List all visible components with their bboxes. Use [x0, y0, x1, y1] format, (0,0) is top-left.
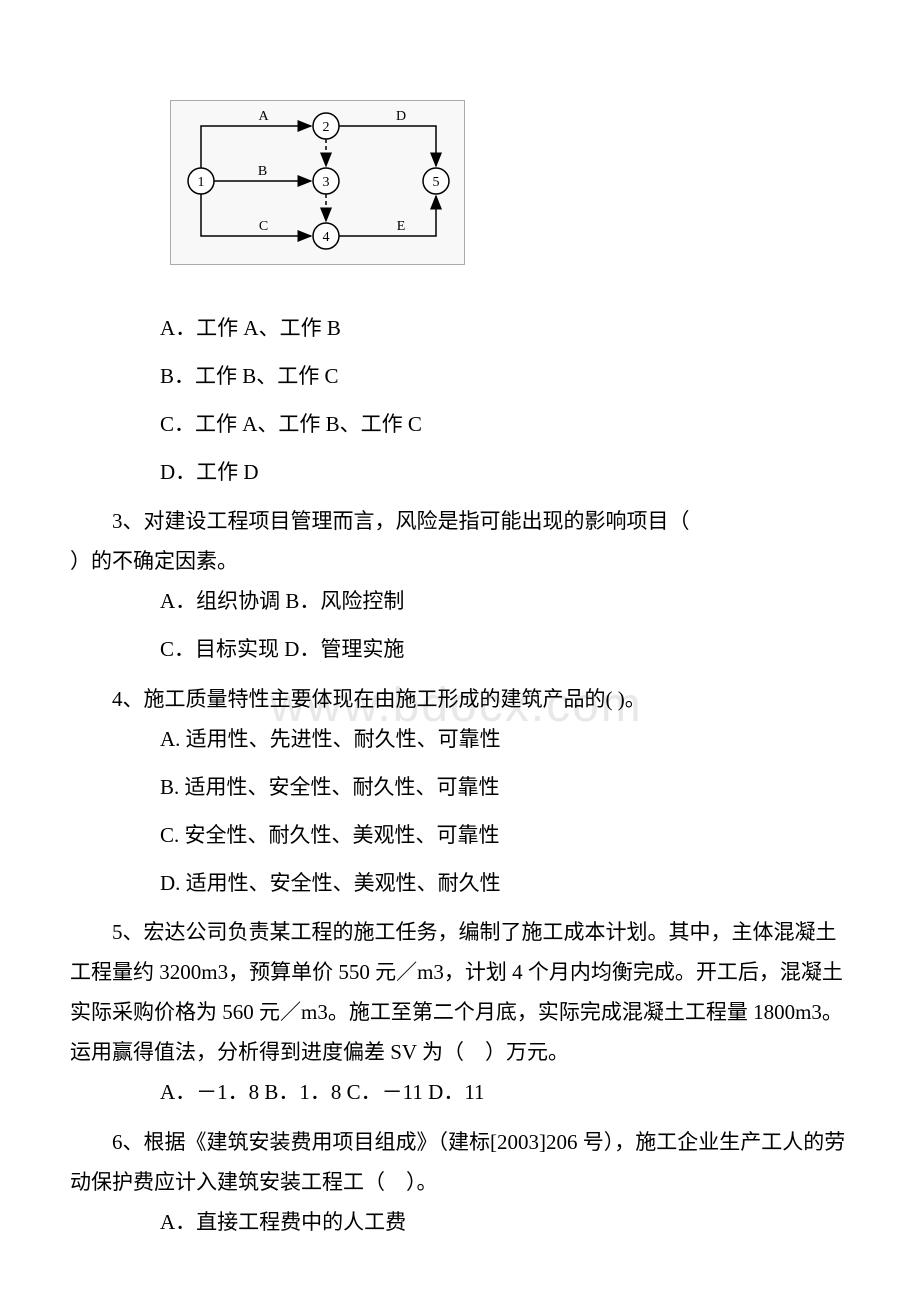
svg-text:5: 5	[433, 175, 440, 190]
svg-text:A: A	[258, 109, 269, 124]
q2-option-c: C．工作 A、工作 B、工作 C	[160, 405, 850, 445]
svg-text:1: 1	[198, 175, 205, 190]
q4-text: 4、施工质量特性主要体现在由施工形成的建筑产品的( )。	[70, 680, 850, 720]
svg-text:4: 4	[323, 230, 330, 245]
q2-option-a: A．工作 A、工作 B	[160, 309, 850, 349]
q6-option-a: A．直接工程费中的人工费	[160, 1203, 850, 1243]
svg-text:D: D	[396, 109, 406, 124]
q5-text: 5、宏达公司负责某工程的施工任务，编制了施工成本计划。其中，主体混凝土工程量约 …	[70, 913, 850, 1073]
q3-option-cd: C．目标实现 D．管理实施	[160, 630, 850, 670]
q4-option-a: A. 适用性、先进性、耐久性、可靠性	[160, 720, 850, 760]
svg-text:C: C	[259, 219, 268, 234]
svg-text:E: E	[397, 219, 406, 234]
q4-option-c: C. 安全性、耐久性、美观性、可靠性	[160, 816, 850, 856]
q3-text: 3、对建设工程项目管理而言，风险是指可能出现的影响项目（	[70, 502, 850, 542]
network-diagram: 1 2 3 4 5 A B C D E	[170, 100, 850, 279]
q2-option-b: B．工作 B、工作 C	[160, 357, 850, 397]
q2-option-d: D．工作 D	[160, 453, 850, 493]
q4-option-d: D. 适用性、安全性、美观性、耐久性	[160, 864, 850, 904]
svg-text:2: 2	[323, 120, 330, 135]
q4-option-b: B. 适用性、安全性、耐久性、可靠性	[160, 768, 850, 808]
q3-option-ab: A．组织协调 B．风险控制	[160, 582, 850, 622]
svg-text:B: B	[258, 164, 267, 179]
q6-text: 6、根据《建筑安装费用项目组成》（建标[2003]206 号），施工企业生产工人…	[70, 1123, 850, 1203]
q5-options: A．－1．8 B．1．8 C．－11 D．11	[160, 1073, 850, 1113]
svg-text:3: 3	[323, 175, 330, 190]
q3-text-cont: ）的不确定因素。	[70, 542, 850, 582]
